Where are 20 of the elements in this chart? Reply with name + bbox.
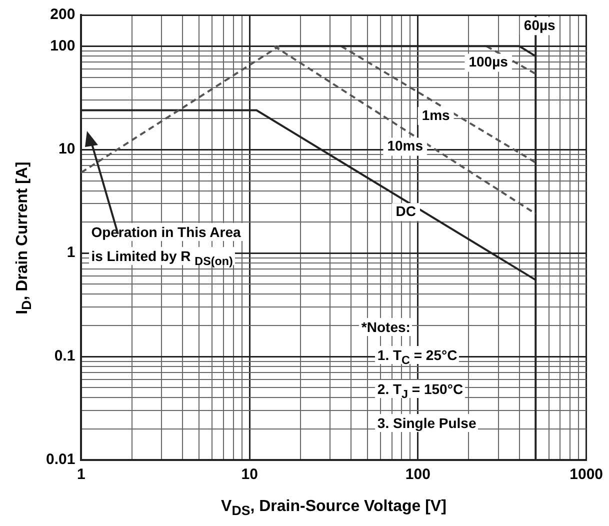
series-label: 100µs bbox=[468, 54, 508, 70]
y-tick-label: 0.01 bbox=[46, 451, 76, 468]
y-tick-label: 200 bbox=[50, 6, 76, 24]
series-label: 10ms bbox=[387, 138, 424, 154]
series-label: 60µs bbox=[524, 17, 556, 34]
y-tick-label: 1 bbox=[66, 244, 76, 262]
y-tick-label: 10 bbox=[58, 140, 76, 158]
x-tick-label: 100 bbox=[405, 466, 430, 484]
annotation: *Notes: bbox=[359, 318, 412, 336]
annotation: Operation in This Area is Limited by R $_{DS(on)}$ bbox=[89, 222, 243, 268]
annotation: 2. T$_{J}$ = 150°C bbox=[375, 380, 466, 401]
annotation: 1. T$_{C}$ = 25°C bbox=[375, 346, 460, 367]
series-label: 1ms bbox=[422, 106, 450, 123]
x-tick-label: 1000 bbox=[570, 466, 604, 484]
series-label: DC bbox=[396, 202, 416, 219]
x-axis-title: V$_{DS}$, Drain-Source Voltage [V] bbox=[220, 498, 448, 518]
y-tick-label: 0.1 bbox=[54, 348, 76, 365]
annotation: 3. Single Pulse bbox=[375, 414, 478, 432]
x-tick-label: 10 bbox=[241, 466, 258, 484]
y-tick-label: 100 bbox=[50, 37, 76, 54]
